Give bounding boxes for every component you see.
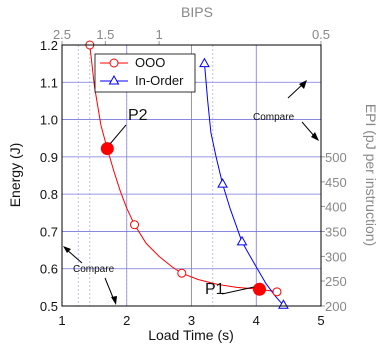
x-axis-title: Load Time (s) [148,327,234,343]
right-tick-label: 300 [325,249,347,264]
x-tick-label: 5 [317,313,324,328]
y-tick-label: 0.9 [40,150,58,165]
series-markers [85,40,289,309]
series-0-point [130,220,140,230]
series-1-point [199,57,210,68]
p1-pointer [221,286,255,295]
axis-tick-labels: 1 2 3 4 50.50.60.70.80.91.01.11.22.5 1.5 1 0.52… [40,27,347,328]
series-1-point [217,178,228,188]
top-tick-label: 1.5 [96,27,114,42]
highlight-point-p1 [252,282,266,296]
x-tick-label: 4 [253,313,260,328]
x-tick-label: 1 [58,313,65,328]
p2-pointer [109,124,127,145]
legend: OOO In-Order [94,53,196,93]
compare-right-arrowhead-right [311,132,319,141]
series-0-line [89,44,278,293]
top-axis-title: BIPS [181,4,213,20]
right-axis-title: EPI (pJ per instruction) [363,104,378,246]
compare-left-arrowhead-down [111,296,117,305]
compare-right-label: Compare [253,112,295,123]
point-label-p2: P2 [109,107,148,145]
x-tick-label: 2 [123,313,130,328]
top-tick-label: 1 [156,27,163,42]
point-label-p1: P1 [205,281,255,298]
right-tick-label: 250 [325,274,347,289]
y-tick-label: 0.6 [40,262,58,277]
legend-ooo-label: OOO [135,55,165,70]
right-tick-label: 500 [325,150,347,165]
y-axis-title: Energy (J) [7,143,23,208]
compare-annotation-left: Compare [63,246,117,305]
p2-label: P2 [128,107,148,124]
y-tick-label: 0.5 [40,299,58,314]
legend-inorder-marker [108,74,120,85]
y-tick-label: 0.7 [40,224,58,239]
right-tick-label: 200 [325,299,347,314]
x-tick-label: 3 [188,313,195,328]
highlight-point-p2 [100,142,114,156]
compare-right-arrowhead-up [299,80,307,89]
top-minor-ticks [61,41,325,307]
compare-right-arrow-right [301,121,316,138]
compare-left-label: Compare [73,264,115,275]
series-1-point [236,235,248,246]
series-0-point [177,268,187,278]
compare-left-arrow-down [104,277,115,301]
compare-annotation-right: Compare [253,80,319,141]
plot-frame [61,44,322,307]
y-tick-label: 1.0 [40,113,58,128]
compare-right-arrow-up [287,83,304,99]
series-lines [89,44,284,306]
top-tick-label: 2.5 [53,27,71,42]
legend-inorder-label: In-Order [135,73,184,88]
y-tick-label: 0.8 [40,187,58,202]
p1-label: P1 [205,281,225,298]
right-tick-label: 450 [325,175,347,190]
y-tick-label: 1.1 [40,75,58,90]
right-tick-label: 350 [325,224,347,239]
series-0-point [272,287,282,297]
right-tick-label: 400 [325,199,347,214]
top-tick-label: 0.5 [312,27,330,42]
series-1-line [204,63,284,306]
legend-ooo-marker [109,58,119,68]
compare-left-arrowhead-up [63,246,71,253]
y-tick-label: 1.2 [40,38,58,53]
